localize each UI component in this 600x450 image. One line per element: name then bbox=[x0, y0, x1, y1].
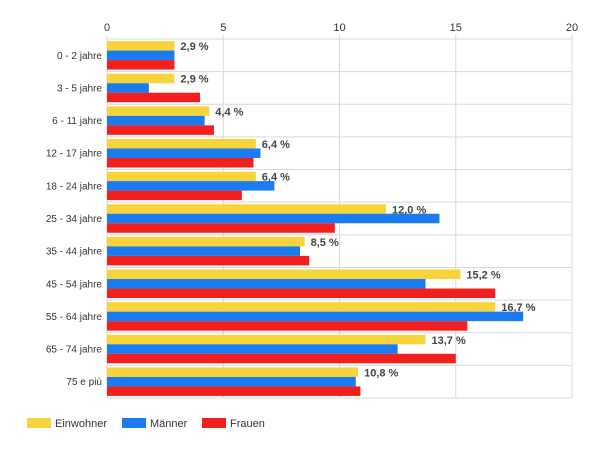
bar-m-nner bbox=[107, 50, 175, 61]
bar-m-nner bbox=[107, 148, 261, 158]
data-label: 6,4 % bbox=[262, 172, 290, 184]
bar-einwohner bbox=[107, 204, 386, 214]
data-label: 12,0 % bbox=[392, 204, 426, 216]
bar-m-nner bbox=[107, 344, 398, 354]
y-tick-label: 25 - 34 jahre bbox=[46, 214, 103, 225]
y-tick-labels: 0 - 2 jahre 3 - 5 jahre 6 - 11 jahre 12 - 1… bbox=[46, 51, 103, 388]
legend-label: Einwohner bbox=[55, 418, 107, 430]
y-tick-label: 3 - 5 jahre bbox=[57, 83, 102, 94]
y-tick-label: 18 - 24 jahre bbox=[46, 181, 103, 192]
bar-m-nner bbox=[107, 181, 275, 191]
data-labels: 2,9 % 2,9 % 4,4 % 6,4 % 6,4 % 12,0 % 8,5 % 15,2… bbox=[180, 41, 535, 379]
x-tick-label: 5 bbox=[220, 22, 226, 34]
legend-swatch bbox=[202, 418, 226, 428]
data-label: 6,4 % bbox=[262, 139, 290, 151]
bar-m-nner bbox=[107, 376, 356, 387]
bar-einwohner bbox=[107, 269, 461, 280]
bar-frauen bbox=[107, 60, 175, 70]
bar-frauen bbox=[107, 190, 242, 201]
bars bbox=[107, 41, 524, 396]
y-tick-label: 75 e più bbox=[66, 377, 102, 388]
data-label: 2,9 % bbox=[180, 74, 208, 86]
y-tick-label: 55 - 64 jahre bbox=[46, 312, 103, 323]
legend-swatch bbox=[122, 418, 146, 428]
x-tick-label: 10 bbox=[333, 22, 345, 34]
y-tick-label: 45 - 54 jahre bbox=[46, 279, 103, 290]
x-tick-label: 20 bbox=[566, 22, 578, 34]
bar-frauen bbox=[107, 255, 310, 266]
y-tick-label: 6 - 11 jahre bbox=[52, 116, 102, 127]
legend-label: Männer bbox=[150, 418, 188, 430]
x-tick-label: 15 bbox=[450, 22, 462, 34]
bar-einwohner bbox=[107, 334, 426, 345]
data-label: 13,7 % bbox=[432, 335, 466, 347]
bar-m-nner bbox=[107, 311, 524, 322]
bar-einwohner bbox=[107, 236, 305, 247]
legend: Einwohner Männer Frauen bbox=[27, 418, 265, 430]
x-tick-labels: 0 5 10 15 20 bbox=[104, 22, 578, 34]
bar-einwohner bbox=[107, 171, 256, 182]
data-label: 10,8 % bbox=[364, 367, 398, 379]
bar-frauen bbox=[107, 157, 254, 168]
legend-item: Frauen bbox=[202, 418, 265, 430]
data-label: 2,9 % bbox=[180, 41, 208, 53]
legend-swatch bbox=[27, 418, 51, 428]
bar-einwohner bbox=[107, 41, 175, 51]
y-tick-label: 0 - 2 jahre bbox=[57, 51, 102, 62]
bar-m-nner bbox=[107, 246, 300, 256]
y-tick-label: 12 - 17 jahre bbox=[46, 149, 103, 160]
bar-frauen bbox=[107, 288, 496, 299]
legend-item: Einwohner bbox=[27, 418, 107, 430]
bar-frauen bbox=[107, 92, 200, 103]
bar-m-nner bbox=[107, 213, 440, 224]
bar-einwohner bbox=[107, 367, 359, 377]
bar-einwohner bbox=[107, 302, 496, 312]
data-label: 16,7 % bbox=[501, 302, 535, 314]
bar-frauen bbox=[107, 353, 456, 364]
legend-item: Männer bbox=[122, 418, 188, 430]
data-label: 15,2 % bbox=[466, 270, 500, 282]
bar-frauen bbox=[107, 321, 468, 331]
bar-frauen bbox=[107, 125, 214, 135]
y-tick-label: 35 - 44 jahre bbox=[46, 247, 103, 258]
bar-frauen bbox=[107, 223, 335, 233]
y-tick-label: 65 - 74 jahre bbox=[46, 345, 103, 356]
bar-einwohner bbox=[107, 106, 210, 116]
x-tick-label: 0 bbox=[104, 22, 110, 34]
bar-m-nner bbox=[107, 279, 426, 289]
bar-frauen bbox=[107, 386, 361, 396]
legend-label: Frauen bbox=[230, 418, 265, 430]
bar-m-nner bbox=[107, 115, 205, 126]
bar-m-nner bbox=[107, 83, 149, 93]
bar-einwohner bbox=[107, 138, 256, 149]
data-label: 4,4 % bbox=[215, 106, 243, 118]
bar-einwohner bbox=[107, 73, 175, 84]
data-label: 8,5 % bbox=[311, 237, 339, 249]
